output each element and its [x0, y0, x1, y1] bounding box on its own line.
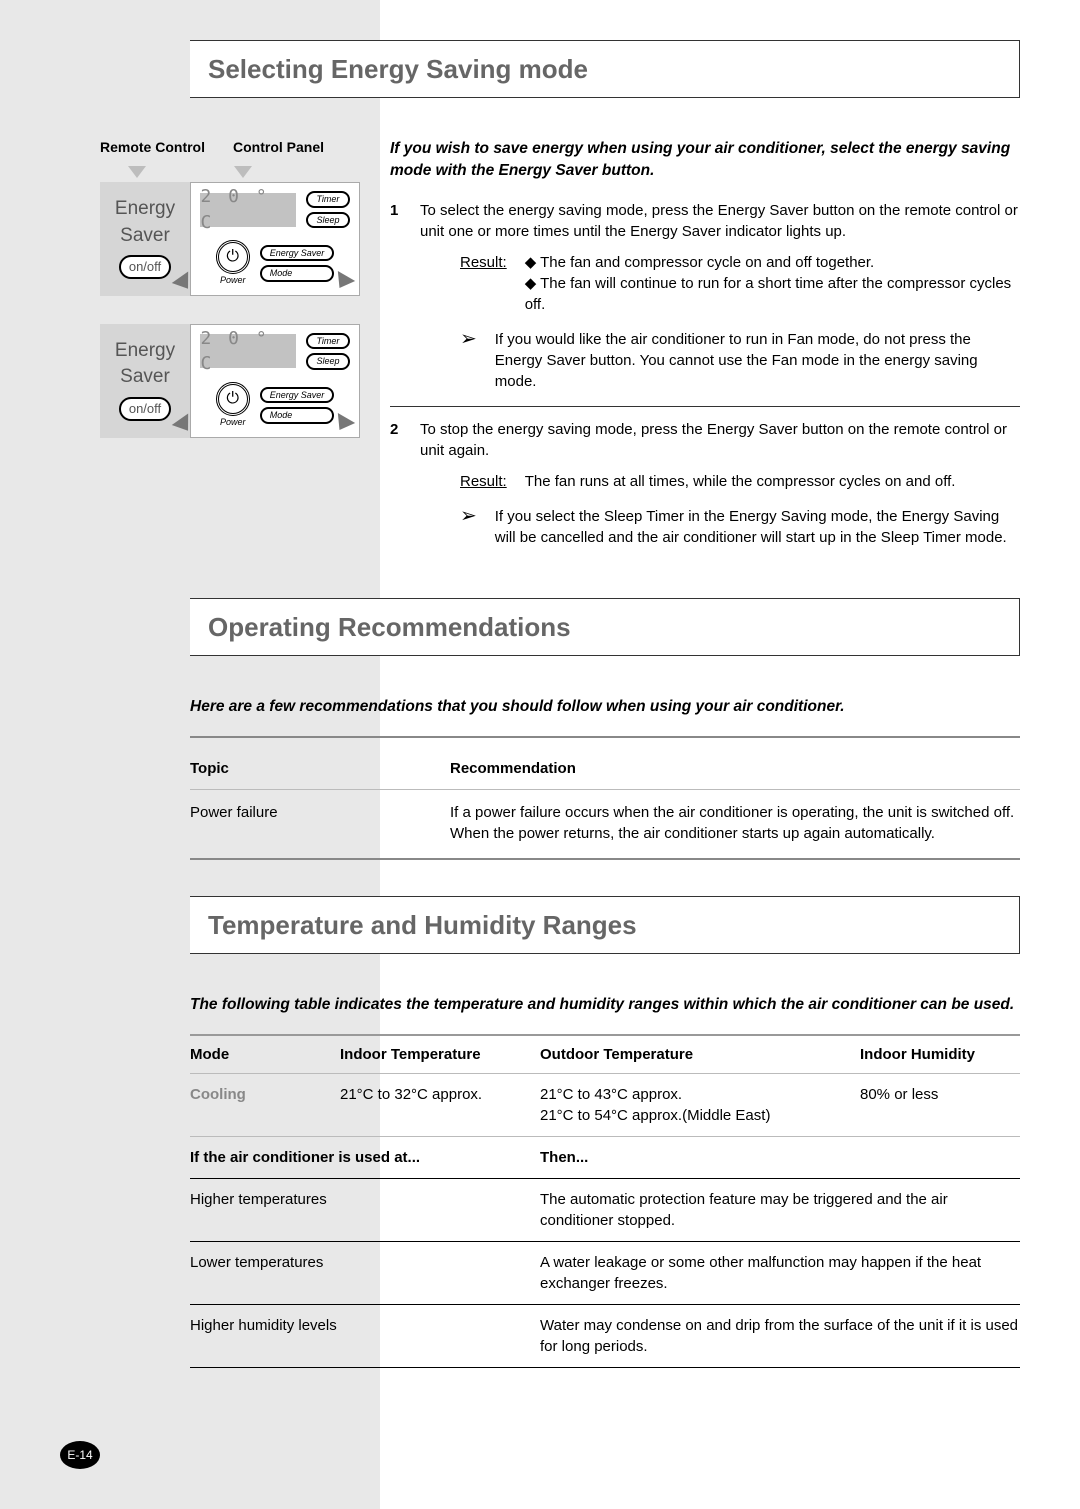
section-title-operating-recs: Operating Recommendations: [190, 598, 1020, 656]
recommendations-table: Topic Recommendation Power failure If a …: [190, 748, 1020, 852]
col-header-then: Then...: [540, 1136, 1020, 1178]
step-2-text: To stop the energy saving mode, press th…: [420, 419, 1020, 461]
divider: [190, 736, 1020, 738]
bullet-item: The fan will continue to run for a short…: [525, 273, 1020, 315]
mode-button: Mode: [260, 407, 335, 424]
note-arrow-icon: ➢: [460, 329, 477, 349]
result-label: Result:: [460, 471, 507, 492]
diagram-remote-and-panel-2: Energy Saver on/off 2 0 ° C Timer Sleep: [100, 324, 360, 438]
sleep-button: Sleep: [306, 353, 349, 370]
table-row: Cooling 21°C to 32°C approx. 21°C to 43°…: [190, 1073, 1020, 1136]
col-header-indoor-temp: Indoor Temperature: [340, 1035, 540, 1074]
section2-intro: Here are a few recommendations that you …: [190, 696, 1020, 718]
energy-saver-button: Energy Saver: [260, 245, 335, 262]
step-1-text: To select the energy saving mode, press …: [420, 200, 1020, 242]
timer-button: Timer: [306, 191, 349, 208]
power-button: ⏻: [216, 382, 250, 416]
divider: [190, 789, 1020, 790]
sleep-button: Sleep: [306, 212, 349, 229]
lcd-display: 2 0 ° C: [200, 193, 296, 227]
power-button: ⏻: [216, 240, 250, 274]
remote-illustration: Energy Saver on/off: [100, 324, 190, 438]
col-header-mode: Mode: [190, 1035, 340, 1074]
col-header-humidity: Indoor Humidity: [860, 1035, 1020, 1074]
divider: [190, 858, 1020, 860]
table-row: Power failure If a power failure occurs …: [190, 794, 1020, 852]
control-panel-illustration: 2 0 ° C Timer Sleep ⏻ Power: [190, 324, 360, 438]
result-label: Result:: [460, 252, 507, 315]
remote-onoff-button: on/off: [119, 397, 171, 421]
section-title-text: Operating Recommendations: [208, 609, 1001, 645]
note-text: If you select the Sleep Timer in the Ene…: [495, 506, 1020, 548]
label-remote-control: Remote Control: [100, 138, 205, 158]
diagram-remote-and-panel-1: Energy Saver on/off 2 0 ° C Timer Sleep: [100, 182, 360, 296]
section-title-temp-humidity: Temperature and Humidity Ranges: [190, 896, 1020, 954]
pointer-down-icon: [234, 166, 252, 178]
ranges-table: Mode Indoor Temperature Outdoor Temperat…: [190, 1034, 1020, 1368]
label-control-panel: Control Panel: [233, 138, 324, 158]
step-2: 2 To stop the energy saving mode, press …: [390, 419, 1020, 548]
control-panel-illustration: 2 0 ° C Timer Sleep ⏻ Power: [190, 182, 360, 296]
col-header-if: If the air conditioner is used at...: [190, 1136, 540, 1178]
table-row: Higher humidity levels Water may condens…: [190, 1304, 1020, 1367]
pointer-down-icon: [128, 166, 146, 178]
table-row: Higher temperatures The automatic protec…: [190, 1178, 1020, 1241]
section-title-energy-saving: Selecting Energy Saving mode: [190, 40, 1020, 98]
section-title-text: Selecting Energy Saving mode: [208, 51, 1001, 87]
col-header-topic: Topic: [190, 748, 450, 785]
section3-intro: The following table indicates the temper…: [190, 994, 1020, 1016]
energy-saver-button: Energy Saver: [260, 387, 335, 404]
bullet-item: The fan and compressor cycle on and off …: [525, 252, 1020, 273]
section-title-text: Temperature and Humidity Ranges: [208, 907, 1001, 943]
remote-onoff-button: on/off: [119, 255, 171, 279]
intro-text: If you wish to save energy when using yo…: [390, 138, 1020, 181]
lcd-display: 2 0 ° C: [200, 334, 296, 368]
result-text: The fan runs at all times, while the com…: [525, 471, 956, 492]
remote-illustration: Energy Saver on/off: [100, 182, 190, 296]
mode-button: Mode: [260, 265, 335, 282]
page-number-badge: E-14: [60, 1441, 100, 1469]
timer-button: Timer: [306, 333, 349, 350]
step-1: 1 To select the energy saving mode, pres…: [390, 200, 1020, 392]
col-header-outdoor-temp: Outdoor Temperature: [540, 1035, 860, 1074]
note-text: If you would like the air conditioner to…: [495, 329, 1020, 392]
divider: [390, 406, 1020, 407]
note-arrow-icon: ➢: [460, 506, 477, 526]
col-header-recommendation: Recommendation: [450, 748, 1020, 785]
table-row: Lower temperatures A water leakage or so…: [190, 1241, 1020, 1304]
